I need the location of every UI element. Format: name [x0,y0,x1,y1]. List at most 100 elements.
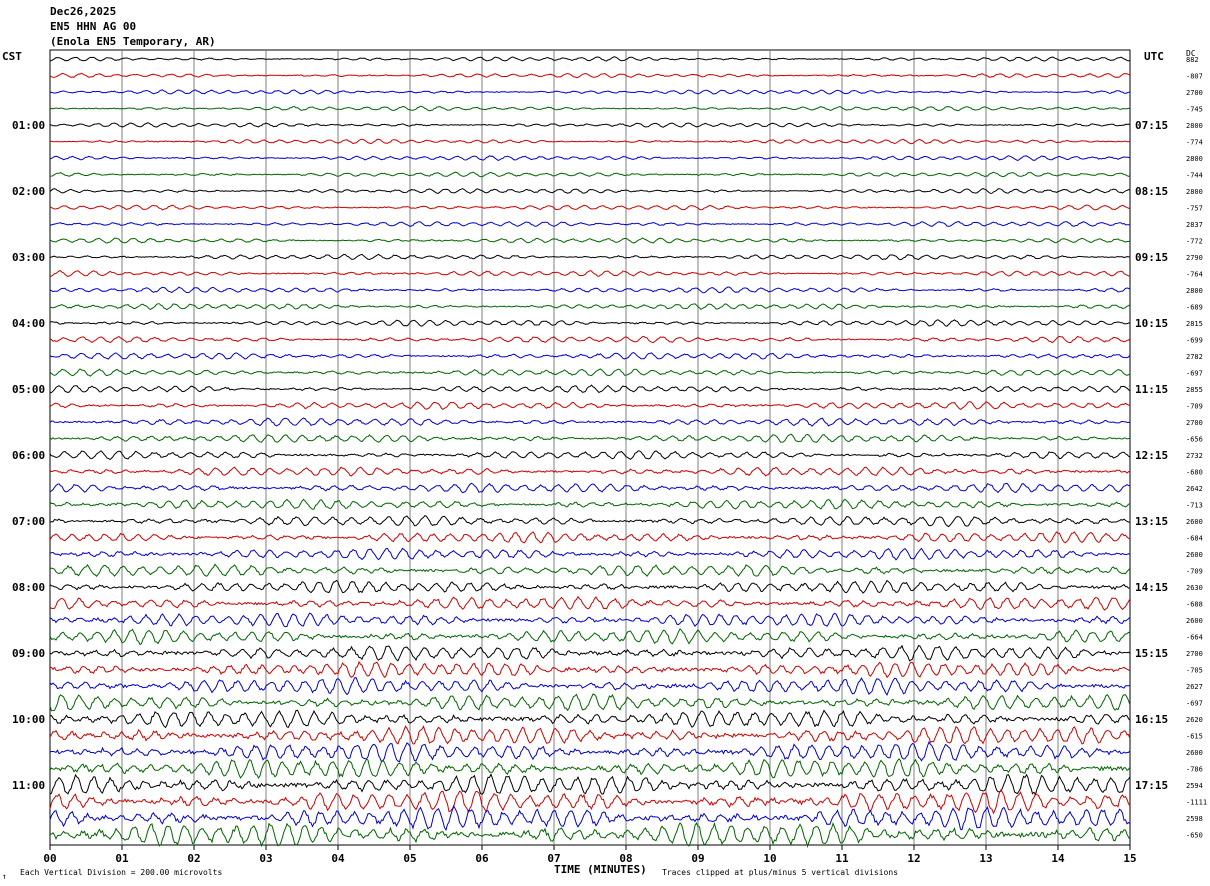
dc-offset-label: -699 [1186,337,1203,345]
dc-offset-label: -709 [1186,403,1203,411]
trace-row [49,303,1131,311]
trace-row [49,531,1131,544]
left-timezone-label: CST [2,50,22,63]
dc-offset-label: 2800 [1186,287,1203,295]
dc-offset-label: -745 [1186,106,1203,114]
dc-offset-label: 2837 [1186,221,1203,229]
trace-row [49,563,1131,578]
dc-offset-label: 2627 [1186,683,1203,691]
right-hour-label: 08:15 [1135,185,1168,198]
x-tick-label: 09 [691,852,704,865]
header-date: Dec26,2025 [50,5,117,18]
dc-offset-label: 2815 [1186,320,1203,328]
trace-row [49,612,1131,628]
trace-row [49,335,1131,344]
trace-row [49,433,1131,443]
trace-row [49,450,1131,461]
trace-row [49,270,1131,277]
trace-row [49,725,1131,745]
dc-offset-label: 2600 [1186,518,1203,526]
trace-row [49,417,1131,427]
dc-offset-label: 2600 [1186,749,1203,757]
trace-row [49,319,1131,327]
header-location: (Enola EN5 Temporary, AR) [50,35,216,48]
dc-offset-label: -786 [1186,766,1203,774]
dc-offset-label: 2620 [1186,716,1203,724]
dc-offset-label: -680 [1186,469,1203,477]
right-hour-label: 09:15 [1135,251,1168,264]
trace-row [49,400,1131,411]
dc-offset-label: -688 [1186,601,1203,609]
trace-row [49,105,1131,112]
dc-offset-label: -705 [1186,667,1203,675]
right-timezone-label: UTC [1144,50,1164,63]
right-hour-label: 15:15 [1135,647,1168,660]
x-tick-label: 03 [259,852,272,865]
right-hour-label: 07:15 [1135,119,1168,132]
right-hour-label: 10:15 [1135,317,1168,330]
dc-offset-label: -1111 [1186,799,1207,807]
dc-offset-label: -664 [1186,634,1203,642]
left-hour-label: 11:00 [12,779,45,792]
dc-offset-label: 2700 [1186,89,1203,97]
dc-offset-label: -650 [1186,832,1203,840]
dc-offset-label: -744 [1186,172,1203,180]
trace-row [49,498,1131,510]
footer-clipping-note: Traces clipped at plus/minus 5 vertical … [662,868,899,877]
trace-row [49,758,1131,779]
trace-row [49,514,1131,528]
dc-offset-label: 882 [1186,56,1199,64]
x-tick-label: 10 [763,852,776,865]
dc-offset-label: 2732 [1186,452,1203,460]
trace-row [49,660,1131,679]
trace-row [49,286,1131,294]
dc-offset-label: -697 [1186,700,1203,708]
dc-offset-label: -757 [1186,205,1203,213]
right-hour-label: 12:15 [1135,449,1168,462]
dc-offset-label: 2598 [1186,815,1203,823]
trace-row [49,56,1131,62]
right-hour-label: 17:15 [1135,779,1168,792]
dc-offset-label: 2600 [1186,551,1203,559]
trace-row [49,693,1131,712]
dc-offset-label: -689 [1186,304,1203,312]
x-tick-label: 02 [187,852,200,865]
dc-offset-label: 2642 [1186,485,1203,493]
trace-row [49,789,1131,815]
trace-row [49,821,1131,849]
trace-row [49,155,1131,162]
trace-row [49,89,1131,95]
trace-row [49,253,1131,261]
left-hour-label: 06:00 [12,449,45,462]
trace-row [49,221,1131,227]
left-hour-label: 07:00 [12,515,45,528]
left-hour-label: 01:00 [12,119,45,132]
left-hour-label: 02:00 [12,185,45,198]
trace-row [49,204,1131,211]
trace-row [49,352,1131,360]
header-station: EN5 HHN AG 00 [50,20,137,33]
dc-offset-label: 2700 [1186,419,1203,427]
trace-row [49,237,1131,244]
dc-label: DC [1186,49,1196,58]
dc-offset-label: 2700 [1186,650,1203,658]
x-tick-label: 06 [475,852,489,865]
dc-offset-label: -807 [1186,73,1203,81]
dc-offset-label: -615 [1186,733,1203,741]
dc-offset-label: 2800 [1186,122,1203,130]
right-hour-label: 16:15 [1135,713,1168,726]
trace-row [49,740,1131,763]
x-tick-label: 07 [547,852,560,865]
dc-offset-label: 2594 [1186,782,1203,790]
plot-frame [49,49,1131,846]
trace-row [49,384,1131,394]
trace-row [49,188,1131,194]
corner-mark-icon: ↑ [2,872,7,881]
trace-row [49,122,1131,128]
right-hour-label: 11:15 [1135,383,1168,396]
trace-row [49,171,1131,178]
x-tick-label: 13 [979,852,992,865]
left-hour-label: 04:00 [12,317,45,330]
trace-row [49,644,1131,662]
